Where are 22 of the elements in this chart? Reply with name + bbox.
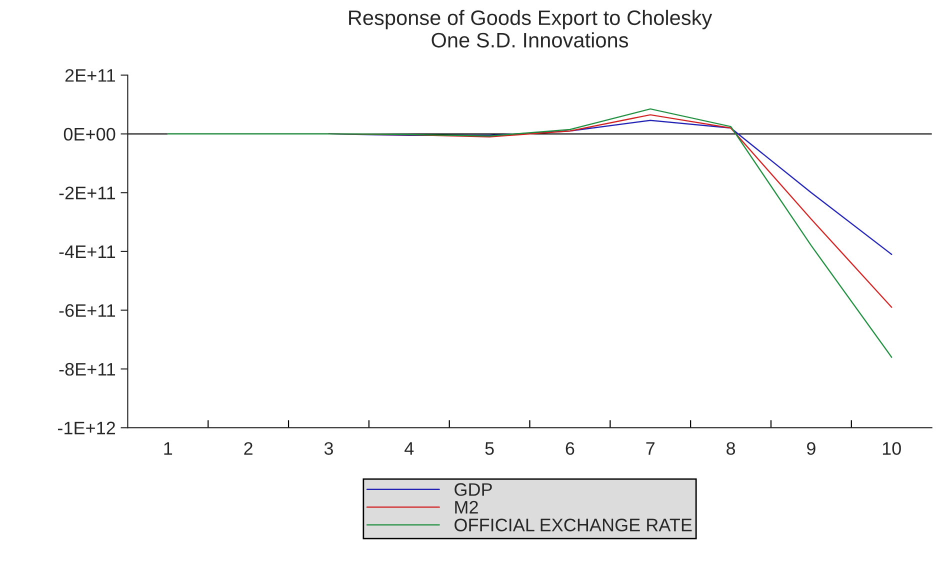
y-tick-label: -1E+12	[58, 422, 115, 434]
legend-label: OFFICIAL EXCHANGE RATE	[454, 518, 692, 532]
x-tick-label: 6	[566, 442, 574, 455]
y-tick-label: -6E+11	[59, 304, 116, 317]
x-tick-label: 9	[807, 442, 816, 455]
line-series	[167, 108, 892, 358]
y-tick-label: 0E+00	[64, 128, 116, 141]
x-tick-label: 7	[646, 442, 654, 455]
legend-label: GDP	[454, 483, 492, 496]
x-tick-label: 10	[882, 442, 901, 455]
x-tick-label: 2	[244, 442, 252, 455]
legend-label: M2	[455, 500, 478, 514]
chart-title: Response of Goods Export to Cholesky One S.D. Innovations	[349, 10, 712, 48]
y-tick-label: -8E+11	[59, 362, 116, 376]
x-tick-label: 5	[485, 442, 494, 455]
y-tick-label: 2E+11	[65, 69, 116, 82]
x-tick-label: 8	[726, 442, 736, 455]
y-tick-label: -4E+11	[59, 246, 116, 258]
x-tick-label: 1	[164, 442, 172, 455]
y-tick-label: -2E+11	[59, 186, 116, 200]
x-tick-label: 3	[324, 442, 333, 455]
x-tick-label: 4	[404, 442, 414, 455]
